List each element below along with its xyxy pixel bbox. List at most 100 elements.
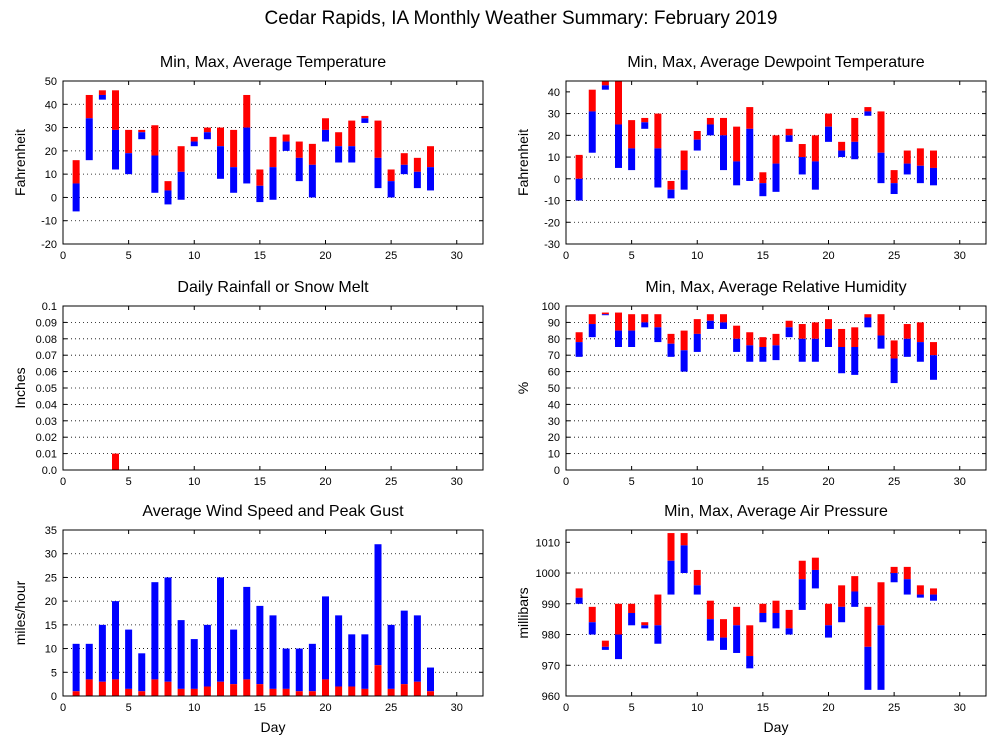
- panel-title: Average Wind Speed and Peak Gust: [142, 503, 404, 520]
- bar-max-segment: [413, 157, 421, 172]
- x-tick-label: 15: [254, 250, 266, 262]
- bar-min-segment: [588, 622, 596, 635]
- bar-max-segment: [335, 132, 343, 147]
- y-tick-label: 100: [542, 301, 560, 313]
- bar-peak-gust: [72, 643, 80, 692]
- bar-min-segment: [706, 619, 714, 641]
- bar-min-segment: [615, 124, 622, 168]
- bar-max-segment: [72, 160, 80, 184]
- bar-max-segment: [916, 322, 924, 343]
- bar-max-segment: [387, 169, 395, 182]
- bar-min-segment: [811, 161, 819, 190]
- bar-max-segment: [916, 148, 924, 166]
- bar-min-segment: [890, 573, 898, 583]
- bar-max-segment: [759, 603, 767, 613]
- bar-max-segment: [798, 144, 806, 158]
- y-tick-label: 0: [51, 691, 57, 703]
- x-tick-label: 5: [126, 702, 132, 714]
- bar-min-segment: [916, 594, 924, 598]
- x-tick-label: 20: [319, 702, 331, 714]
- bar-max-segment: [733, 606, 741, 626]
- y-tick-label: 0.05: [36, 383, 57, 395]
- panel-title: Daily Rainfall or Snow Melt: [177, 279, 369, 296]
- bar-avg-speed: [269, 688, 277, 696]
- bar-max-segment: [877, 111, 885, 153]
- bar-max-segment: [575, 154, 583, 179]
- bar-min-segment: [295, 157, 303, 182]
- bar-max-segment: [230, 129, 238, 168]
- x-tick-label: 10: [188, 476, 200, 488]
- y-axis-label: Fahrenheit: [12, 129, 28, 196]
- bar-max-segment: [203, 127, 211, 133]
- bar-peak-gust: [308, 643, 316, 692]
- bar-max-segment: [798, 560, 806, 580]
- bar-max-segment: [348, 120, 356, 147]
- bar-max-segment: [890, 566, 898, 574]
- x-tick-label: 15: [757, 250, 769, 262]
- bar-max-segment: [759, 337, 767, 347]
- bar-max-segment: [903, 324, 911, 339]
- bar-max-segment: [151, 125, 159, 156]
- bar-min-segment: [138, 132, 146, 140]
- bar-min-segment: [667, 189, 675, 199]
- x-tick-label: 0: [60, 702, 66, 714]
- bar-min-segment: [628, 613, 636, 626]
- bar-max-segment: [877, 314, 885, 336]
- bar-max-segment: [615, 603, 622, 635]
- x-tick-label: 0: [563, 702, 569, 714]
- chart-panel-rain: 0.0 0.01 0.02 0.03 0.04 0.05 0.06 0.07 0.08 0.09 0…: [12, 279, 484, 488]
- x-tick-label: 20: [822, 476, 834, 488]
- bar-max-segment: [575, 332, 583, 343]
- bar-min-segment: [641, 122, 649, 129]
- bar-max-segment: [746, 625, 754, 657]
- bar-max-segment: [654, 594, 662, 626]
- bar-max-segment: [98, 90, 106, 95]
- y-tick-label: 0.08: [36, 334, 57, 346]
- bar-min-segment: [838, 606, 846, 623]
- bar-max-segment: [177, 146, 185, 172]
- bar-max-segment: [890, 340, 898, 359]
- bar-min-segment: [322, 129, 329, 142]
- chart-panel-temp: -20 -10 0 10 20 30 40 50 0 5 10 15 20 25 30 Min, Max, A…: [12, 54, 484, 262]
- bar-min-segment: [588, 324, 596, 338]
- bar-max-segment: [733, 126, 741, 162]
- x-tick-label: 30: [451, 702, 463, 714]
- x-tick-label: 0: [563, 250, 569, 262]
- bar-max-segment: [628, 120, 636, 149]
- bar-max-segment: [838, 141, 846, 151]
- bar-max-segment: [706, 314, 714, 321]
- x-tick-label: 15: [254, 476, 266, 488]
- bar-max-segment: [890, 170, 898, 184]
- y-tick-label: 80: [548, 334, 560, 346]
- x-tick-label: 25: [385, 476, 397, 488]
- bar-peak-gust: [125, 629, 133, 689]
- bar-min-segment: [693, 139, 701, 151]
- y-tick-label: 0.01: [36, 449, 57, 461]
- bar-peak-gust: [177, 620, 185, 689]
- bar-max-segment: [772, 135, 780, 164]
- x-tick-label: 25: [385, 250, 397, 262]
- y-tick-label: 1010: [536, 537, 560, 549]
- bar-min-segment: [667, 343, 675, 357]
- bar-min-segment: [798, 579, 806, 610]
- bar-avg-speed: [361, 688, 369, 696]
- bar-peak-gust: [295, 648, 303, 692]
- bar-avg-speed: [335, 686, 343, 696]
- y-tick-label: 960: [542, 691, 560, 703]
- bar-avg-speed: [282, 688, 290, 696]
- x-tick-label: 5: [126, 250, 132, 262]
- bar-min-segment: [798, 157, 806, 175]
- x-tick-label: 15: [757, 476, 769, 488]
- panel-title: Min, Max, Average Temperature: [160, 54, 386, 71]
- bar-avg-speed: [151, 679, 159, 696]
- bar-min-segment: [400, 164, 408, 175]
- figure-title: Cedar Rapids, IA Monthly Weather Summary…: [265, 8, 778, 29]
- bar-max-segment: [851, 117, 859, 142]
- bar-min-segment: [746, 656, 754, 669]
- bar-max-segment: [903, 566, 911, 580]
- bar-min-segment: [641, 625, 649, 629]
- bar-max-segment: [785, 609, 793, 629]
- bar-min-segment: [838, 347, 846, 374]
- bar-min-segment: [112, 129, 119, 170]
- bar-peak-gust: [112, 601, 119, 680]
